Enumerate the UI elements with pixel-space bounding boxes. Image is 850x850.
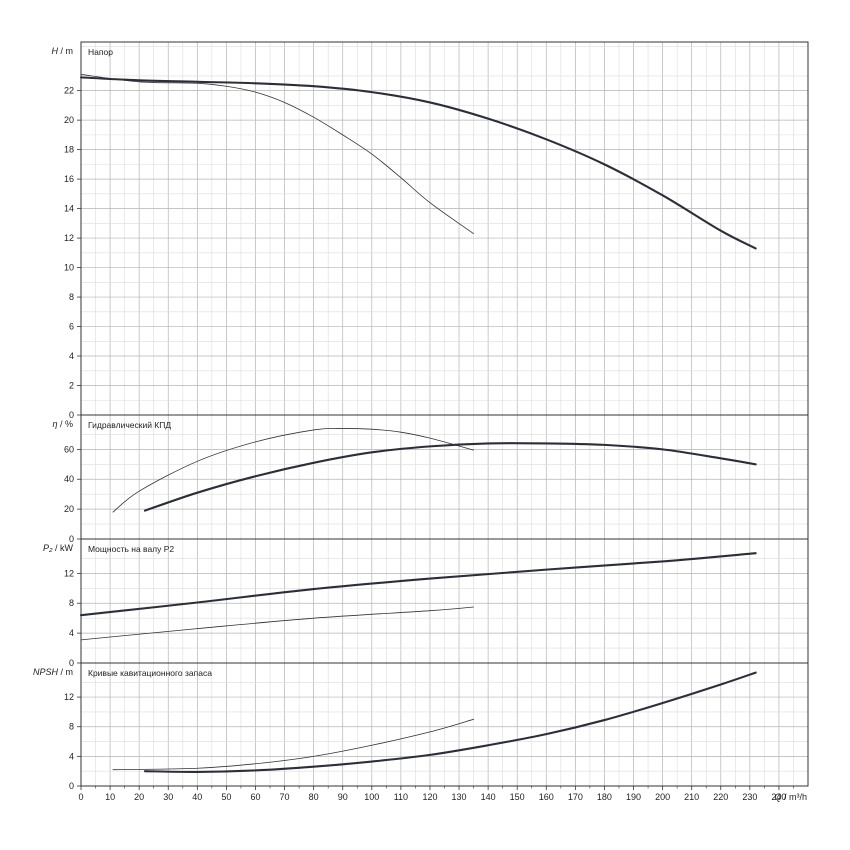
x-tick-label: 200: [655, 792, 670, 802]
x-tick-label: 0: [78, 792, 83, 802]
y-tick-label: 8: [69, 598, 74, 608]
panel-title: Напор: [88, 47, 113, 57]
y-axis-symbol: H: [51, 46, 58, 56]
x-tick-label: 110: [394, 792, 408, 802]
y-tick-label: 12: [64, 568, 74, 578]
y-tick-label: 0: [69, 658, 74, 668]
y-tick-label: 22: [64, 86, 74, 96]
y-axis-symbol: η: [52, 419, 57, 429]
y-tick-label: 18: [64, 145, 74, 155]
y-axis-separator: /: [57, 419, 65, 429]
y-axis-label: η / %: [52, 419, 73, 429]
x-tick-label: 100: [364, 792, 379, 802]
panel-npsh: 0 4 8 12 NPSH / m Кривые кавитационного запас…: [33, 662, 809, 791]
x-tick-label: 90: [338, 792, 348, 802]
x-axis-label: Q / m³/h: [774, 792, 807, 802]
x-tick-label: 150: [510, 792, 525, 802]
y-axis-symbol: P₂: [43, 543, 53, 553]
y-axis-unit: kW: [60, 543, 74, 553]
y-axis-symbol: NPSH: [33, 667, 59, 677]
y-tick-label: 40: [64, 474, 74, 484]
x-tick-label: 140: [481, 792, 496, 802]
series-line-head-0: [79, 76, 757, 250]
y-axis-separator: /: [58, 667, 66, 677]
series-line-power-0: [79, 552, 757, 617]
panel-power: 0 4 8 12 P₂ / kW Мощность на валу P2: [43, 538, 809, 668]
x-tick-label: 240: [771, 792, 786, 802]
y-axis-unit: %: [65, 419, 73, 429]
y-tick-label: 12: [64, 233, 74, 243]
y-tick-label: 4: [69, 751, 74, 761]
series-line-efficiency-0: [143, 442, 757, 512]
series-line-npsh-0: [143, 671, 757, 773]
y-tick-label: 16: [64, 174, 74, 184]
panel-title: Кривые кавитационного запаса: [88, 668, 212, 678]
y-tick-label: 14: [64, 204, 74, 214]
x-axis-separator: /: [781, 792, 789, 802]
y-tick-label: 0: [69, 410, 74, 420]
y-axis-separator: /: [52, 543, 60, 553]
x-tick-label: 220: [713, 792, 728, 802]
y-axis-label: NPSH / m: [33, 667, 73, 677]
x-tick-label: 40: [192, 792, 202, 802]
x-tick-label: 190: [626, 792, 641, 802]
x-tick-label: 10: [105, 792, 115, 802]
panel-efficiency: 0 20 40 60 η / % Гидравлический КПД: [52, 414, 809, 544]
y-tick-label: 8: [69, 292, 74, 302]
x-axis: 0 10 20 30 40 50 60 70 80 90 100 110 120 130 140 150 160…: [78, 786, 807, 802]
x-tick-label: 30: [163, 792, 173, 802]
x-tick-label: 50: [221, 792, 231, 802]
x-tick-label: 180: [597, 792, 612, 802]
y-tick-label: 60: [64, 444, 74, 454]
y-axis-unit: m: [66, 667, 74, 677]
y-tick-label: 8: [69, 722, 74, 732]
panel-head: 0 2 4 6 8 10 12 14 16 18 20 22 H / m Напор: [51, 41, 809, 420]
panel-title: Мощность на валу P2: [88, 544, 174, 554]
x-tick-label: 80: [309, 792, 319, 802]
y-tick-label: 0: [69, 781, 74, 791]
y-tick-label: 12: [64, 692, 74, 702]
x-axis-symbol: Q: [774, 792, 781, 802]
y-axis-label: H / m: [51, 46, 73, 56]
x-tick-label: 20: [134, 792, 144, 802]
y-tick-label: 4: [69, 628, 74, 638]
x-tick-label: 230: [742, 792, 757, 802]
x-tick-label: 130: [452, 792, 467, 802]
y-axis-unit: m: [66, 46, 74, 56]
x-tick-label: 60: [250, 792, 260, 802]
x-tick-label: 70: [280, 792, 290, 802]
y-tick-label: 10: [64, 263, 74, 273]
x-tick-label: 170: [568, 792, 583, 802]
y-tick-label: 4: [69, 351, 74, 361]
y-tick-label: 6: [69, 322, 74, 332]
y-tick-label: 2: [69, 381, 74, 391]
panel-title: Гидравлический КПД: [88, 420, 171, 430]
y-tick-label: 20: [64, 115, 74, 125]
x-tick-label: 210: [684, 792, 699, 802]
y-tick-label: 20: [64, 504, 74, 514]
series-line-efficiency-1: [112, 427, 474, 513]
y-axis-label: P₂ / kW: [43, 543, 73, 553]
x-axis-unit: m³/h: [789, 792, 807, 802]
series-line-head-1: [80, 74, 474, 235]
x-tick-label: 160: [539, 792, 554, 802]
series-line-npsh-1: [112, 718, 474, 771]
series-line-power-1: [80, 606, 474, 641]
x-tick-label: 120: [422, 792, 437, 802]
y-tick-label: 0: [69, 534, 74, 544]
y-axis-separator: /: [58, 46, 66, 56]
